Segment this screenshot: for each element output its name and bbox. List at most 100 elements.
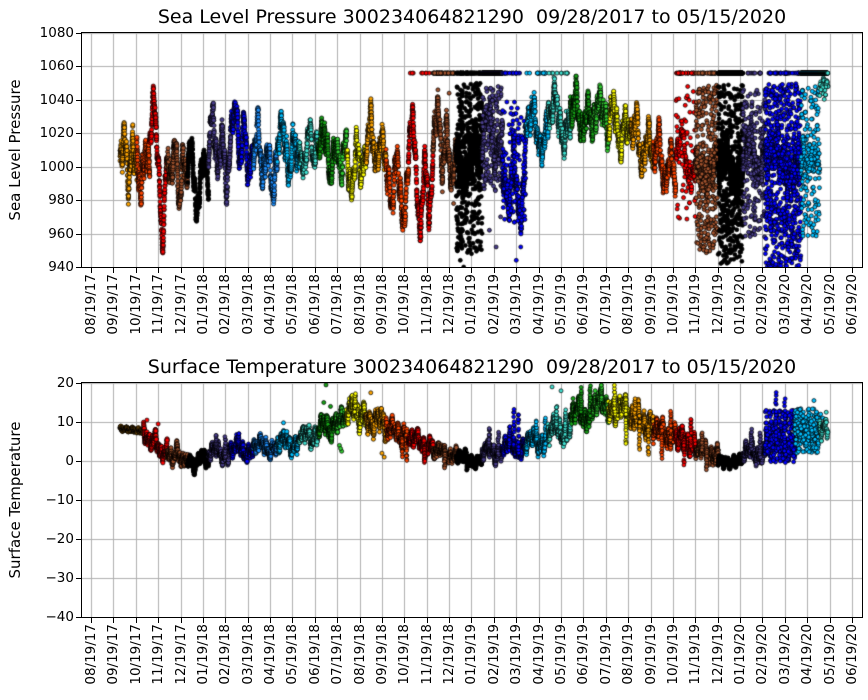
x-tick-mark (583, 618, 584, 623)
x-tick-label: 12/19/19 (709, 624, 726, 685)
x-tick-label: 04/19/19 (530, 274, 547, 335)
x-tick-mark (516, 618, 517, 623)
x-tick-label: 08/19/18 (351, 274, 368, 335)
x-tick-label: 06/19/20 (843, 274, 860, 335)
x-tick-label: 08/19/19 (620, 274, 637, 335)
x-tick-label: 05/19/19 (553, 274, 570, 335)
x-tick-mark (561, 268, 562, 273)
x-tick-mark (762, 268, 763, 273)
x-tick-label: 09/19/19 (642, 624, 659, 685)
x-tick-label: 11/19/17 (150, 624, 167, 685)
y-tick-label: 1000 (39, 158, 74, 175)
x-tick-label: 02/19/18 (217, 624, 234, 685)
x-tick-mark (852, 268, 853, 273)
x-tick-label: 10/19/17 (127, 274, 144, 335)
y-tick-label: 980 (48, 192, 74, 209)
x-tick-label: 03/19/19 (508, 274, 525, 335)
x-tick-mark (136, 618, 137, 623)
x-tick-mark (807, 268, 808, 273)
x-tick-mark (427, 618, 428, 623)
x-tick-mark (830, 268, 831, 273)
x-tick-mark (181, 268, 182, 273)
y-tick-label: 20 (56, 375, 74, 391)
x-tick-mark (404, 268, 405, 273)
x-tick-mark (113, 268, 114, 273)
y-tick-mark (76, 617, 81, 618)
y-tick-label: 960 (48, 225, 74, 242)
x-tick-label: 05/19/20 (821, 624, 838, 685)
x-tick-mark (248, 618, 249, 623)
x-tick-mark (292, 618, 293, 623)
x-tick-mark (181, 618, 182, 623)
x-tick-label: 10/19/18 (396, 274, 413, 335)
x-tick-mark (695, 618, 696, 623)
x-tick-label: 06/19/20 (843, 624, 860, 685)
x-tick-mark (494, 618, 495, 623)
x-tick-label: 12/19/18 (441, 624, 458, 685)
y-tick-label: 1020 (39, 125, 74, 142)
x-tick-mark (337, 618, 338, 623)
x-tick-mark (561, 618, 562, 623)
x-tick-label: 02/19/18 (217, 274, 234, 335)
x-tick-mark (292, 268, 293, 273)
x-tick-label: 12/19/17 (172, 274, 189, 335)
x-tick-label: 04/19/20 (799, 274, 816, 335)
y-tick-mark (76, 267, 81, 268)
x-tick-mark (136, 268, 137, 273)
x-tick-mark (673, 618, 674, 623)
x-tick-mark (718, 268, 719, 273)
x-tick-mark (651, 618, 652, 623)
x-tick-label: 01/19/18 (194, 274, 211, 335)
x-tick-mark (225, 618, 226, 623)
x-tick-mark (740, 268, 741, 273)
x-tick-label: 01/19/18 (194, 624, 211, 685)
y-tick-label: 940 (48, 259, 74, 275)
pressure-scatter-canvas (82, 33, 862, 267)
x-tick-label: 03/19/20 (776, 624, 793, 685)
y-tick-mark (76, 422, 81, 423)
x-tick-mark (516, 268, 517, 273)
x-tick-mark (270, 618, 271, 623)
x-tick-label: 05/19/19 (553, 624, 570, 685)
x-tick-label: 11/19/19 (687, 624, 704, 685)
x-tick-mark (830, 618, 831, 623)
x-tick-label: 09/19/17 (105, 624, 122, 685)
x-tick-mark (315, 618, 316, 623)
x-tick-mark (628, 268, 629, 273)
x-tick-label: 08/19/17 (83, 624, 99, 685)
x-tick-mark (852, 618, 853, 623)
x-tick-label: 01/19/20 (732, 624, 749, 685)
x-tick-label: 02/19/19 (485, 274, 502, 335)
x-tick-mark (270, 268, 271, 273)
y-tick-mark (76, 167, 81, 168)
x-tick-mark (158, 618, 159, 623)
y-tick-mark (76, 539, 81, 540)
x-tick-mark (785, 618, 786, 623)
x-tick-mark (404, 618, 405, 623)
y-tick-mark (76, 66, 81, 67)
x-tick-mark (651, 268, 652, 273)
x-tick-mark (471, 268, 472, 273)
y-tick-mark (76, 133, 81, 134)
x-tick-label: 10/19/19 (664, 624, 681, 685)
y-tick-mark (76, 234, 81, 235)
x-tick-mark (337, 268, 338, 273)
x-tick-label: 03/19/18 (239, 274, 256, 335)
x-tick-label: 10/19/17 (127, 624, 144, 685)
x-tick-mark (785, 268, 786, 273)
x-tick-label: 08/19/17 (83, 274, 99, 335)
x-tick-mark (203, 268, 204, 273)
x-tick-mark (606, 618, 607, 623)
x-tick-label: 11/19/18 (418, 274, 435, 335)
y-tick-label: 1040 (39, 91, 74, 108)
x-tick-label: 11/19/19 (687, 274, 704, 335)
y-tick-mark (76, 100, 81, 101)
y-tick-label: −30 (45, 570, 75, 586)
x-tick-label: 07/19/18 (329, 624, 346, 685)
x-tick-label: 06/19/19 (575, 274, 592, 335)
x-tick-mark (807, 618, 808, 623)
x-tick-mark (360, 618, 361, 623)
x-tick-label: 05/19/20 (821, 274, 838, 335)
x-tick-mark (382, 618, 383, 623)
